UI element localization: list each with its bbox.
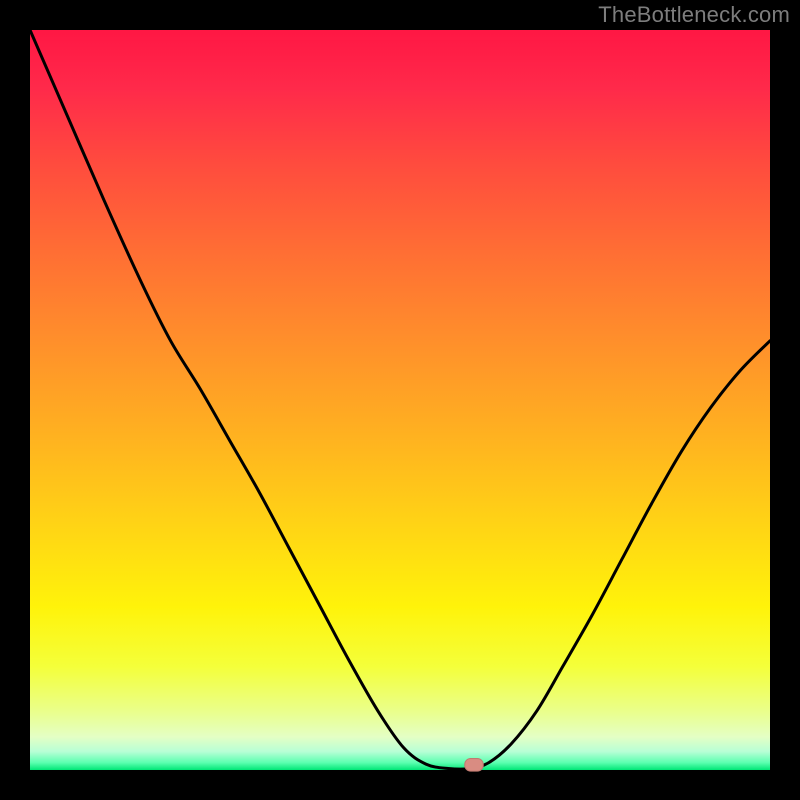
plot-background xyxy=(30,30,770,770)
bottleneck-chart xyxy=(0,0,800,800)
optimal-point-marker xyxy=(465,759,484,772)
chart-container: TheBottleneck.com xyxy=(0,0,800,800)
watermark-text: TheBottleneck.com xyxy=(598,2,790,28)
